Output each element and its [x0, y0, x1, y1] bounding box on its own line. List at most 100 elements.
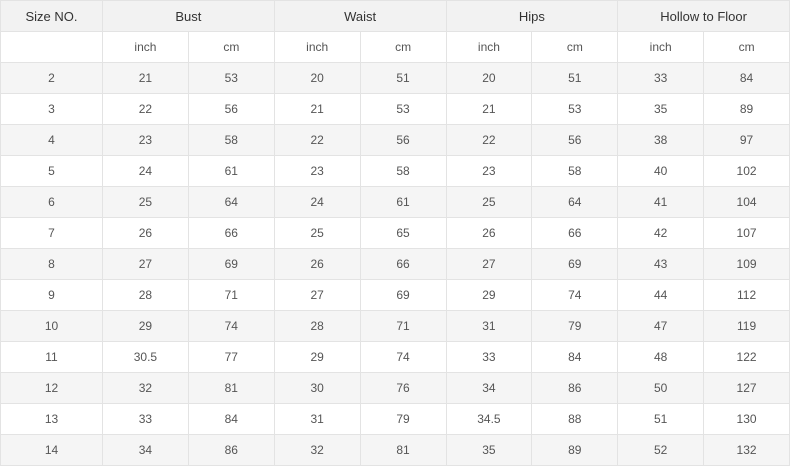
- measurement-cell: 69: [359, 279, 447, 311]
- size-cell: 14: [0, 434, 103, 466]
- measurement-cell: 81: [359, 434, 447, 466]
- measurement-cell: 61: [359, 186, 447, 218]
- table-row: 13 33 84 31 79 34.5 88 51 130: [0, 403, 790, 435]
- measurement-cell: 66: [359, 248, 447, 280]
- header-hollow-to-floor: Hollow to Floor: [617, 0, 790, 32]
- measurement-cell: 25: [273, 217, 361, 249]
- measurement-cell: 89: [531, 434, 619, 466]
- header-waist: Waist: [273, 0, 447, 32]
- measurement-cell: 20: [445, 62, 533, 94]
- measurement-cell: 24: [102, 155, 189, 187]
- size-cell: 3: [0, 93, 103, 125]
- size-cell: 12: [0, 372, 103, 404]
- measurement-cell: 64: [531, 186, 619, 218]
- measurement-cell: 81: [187, 372, 275, 404]
- measurement-cell: 56: [531, 124, 619, 156]
- unit-cell: inch: [102, 31, 189, 63]
- measurement-cell: 34: [445, 372, 533, 404]
- table-row: 8 27 69 26 66 27 69 43 109: [0, 248, 790, 280]
- unit-cell: inch: [273, 31, 361, 63]
- measurement-cell: 71: [359, 310, 447, 342]
- header-bust: Bust: [102, 0, 275, 32]
- measurement-cell: 74: [531, 279, 619, 311]
- measurement-cell: 35: [445, 434, 533, 466]
- measurement-cell: 22: [445, 124, 533, 156]
- measurement-cell: 56: [359, 124, 447, 156]
- measurement-cell: 97: [703, 124, 790, 156]
- measurement-cell: 89: [703, 93, 790, 125]
- measurement-cell: 26: [273, 248, 361, 280]
- measurement-cell: 69: [187, 248, 275, 280]
- measurement-cell: 47: [617, 310, 705, 342]
- measurement-cell: 35: [617, 93, 705, 125]
- table-row: 7 26 66 25 65 26 66 42 107: [0, 217, 790, 249]
- measurement-cell: 104: [703, 186, 790, 218]
- measurement-cell: 33: [617, 62, 705, 94]
- measurement-cell: 112: [703, 279, 790, 311]
- measurement-cell: 21: [273, 93, 361, 125]
- table-row: 9 28 71 27 69 29 74 44 112: [0, 279, 790, 311]
- table-row: 2 21 53 20 51 20 51 33 84: [0, 62, 790, 94]
- measurement-cell: 43: [617, 248, 705, 280]
- unit-cell: inch: [445, 31, 533, 63]
- measurement-cell: 23: [102, 124, 189, 156]
- measurement-cell: 29: [102, 310, 189, 342]
- measurement-cell: 27: [445, 248, 533, 280]
- measurement-cell: 56: [187, 93, 275, 125]
- measurement-cell: 34: [102, 434, 189, 466]
- measurement-cell: 76: [359, 372, 447, 404]
- table-row: 4 23 58 22 56 22 56 38 97: [0, 124, 790, 156]
- measurement-cell: 44: [617, 279, 705, 311]
- table-row: 3 22 56 21 53 21 53 35 89: [0, 93, 790, 125]
- measurement-cell: 34.5: [445, 403, 533, 435]
- measurement-cell: 50: [617, 372, 705, 404]
- measurement-cell: 21: [102, 62, 189, 94]
- measurement-cell: 22: [273, 124, 361, 156]
- unit-row: inch cm inch cm inch cm inch cm: [0, 31, 790, 63]
- measurement-cell: 69: [531, 248, 619, 280]
- header-hips: Hips: [445, 0, 619, 32]
- table-row: 6 25 64 24 61 25 64 41 104: [0, 186, 790, 218]
- measurement-cell: 28: [102, 279, 189, 311]
- measurement-cell: 29: [445, 279, 533, 311]
- measurement-cell: 88: [531, 403, 619, 435]
- size-cell: 7: [0, 217, 103, 249]
- size-cell: 8: [0, 248, 103, 280]
- measurement-cell: 51: [617, 403, 705, 435]
- measurement-cell: 86: [531, 372, 619, 404]
- unit-cell: inch: [617, 31, 705, 63]
- measurement-cell: 74: [359, 341, 447, 373]
- measurement-cell: 32: [102, 372, 189, 404]
- size-cell: 10: [0, 310, 103, 342]
- measurement-cell: 48: [617, 341, 705, 373]
- measurement-cell: 119: [703, 310, 790, 342]
- measurement-cell: 66: [531, 217, 619, 249]
- measurement-cell: 127: [703, 372, 790, 404]
- table-row: 11 30.5 77 29 74 33 84 48 122: [0, 341, 790, 373]
- size-cell: 6: [0, 186, 103, 218]
- measurement-cell: 84: [703, 62, 790, 94]
- table-row: 12 32 81 30 76 34 86 50 127: [0, 372, 790, 404]
- measurement-cell: 130: [703, 403, 790, 435]
- measurement-cell: 30: [273, 372, 361, 404]
- measurement-cell: 41: [617, 186, 705, 218]
- measurement-cell: 74: [187, 310, 275, 342]
- size-cell: 13: [0, 403, 103, 435]
- measurement-cell: 77: [187, 341, 275, 373]
- measurement-cell: 31: [273, 403, 361, 435]
- measurement-cell: 29: [273, 341, 361, 373]
- measurement-cell: 25: [445, 186, 533, 218]
- measurement-cell: 26: [102, 217, 189, 249]
- measurement-cell: 65: [359, 217, 447, 249]
- header-size: Size NO.: [0, 0, 103, 32]
- measurement-cell: 23: [445, 155, 533, 187]
- measurement-cell: 71: [187, 279, 275, 311]
- measurement-cell: 86: [187, 434, 275, 466]
- measurement-cell: 84: [531, 341, 619, 373]
- measurement-cell: 33: [102, 403, 189, 435]
- measurement-cell: 122: [703, 341, 790, 373]
- measurement-cell: 79: [531, 310, 619, 342]
- measurement-cell: 27: [273, 279, 361, 311]
- measurement-cell: 53: [359, 93, 447, 125]
